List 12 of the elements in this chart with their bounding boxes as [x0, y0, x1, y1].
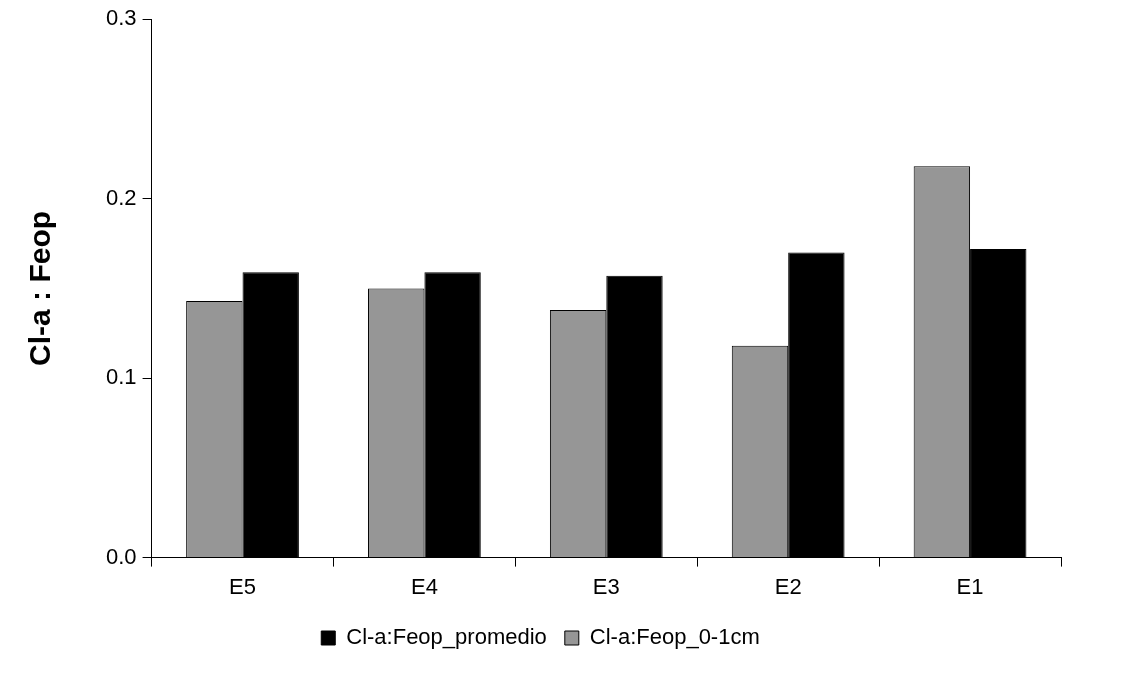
x-tick-label: E3: [592, 573, 620, 599]
y-tick-label: 0.1: [105, 364, 137, 390]
x-tick-label: E1: [956, 573, 984, 599]
x-tick-label: E2: [774, 573, 802, 599]
y-tick-label: 0.3: [105, 5, 137, 31]
legend-label: Cl-a:Feop_0-1cm: [589, 624, 760, 650]
y-axis-title: Cl-a : Feop: [23, 210, 57, 366]
x-tick-label: E5: [229, 573, 256, 599]
y-tick-label: 0.2: [105, 184, 137, 210]
legend-label: Cl-a:Feop_promedio: [346, 624, 547, 650]
y-tick-label: 0.0: [105, 543, 137, 569]
x-tick-label: E4: [410, 573, 438, 599]
